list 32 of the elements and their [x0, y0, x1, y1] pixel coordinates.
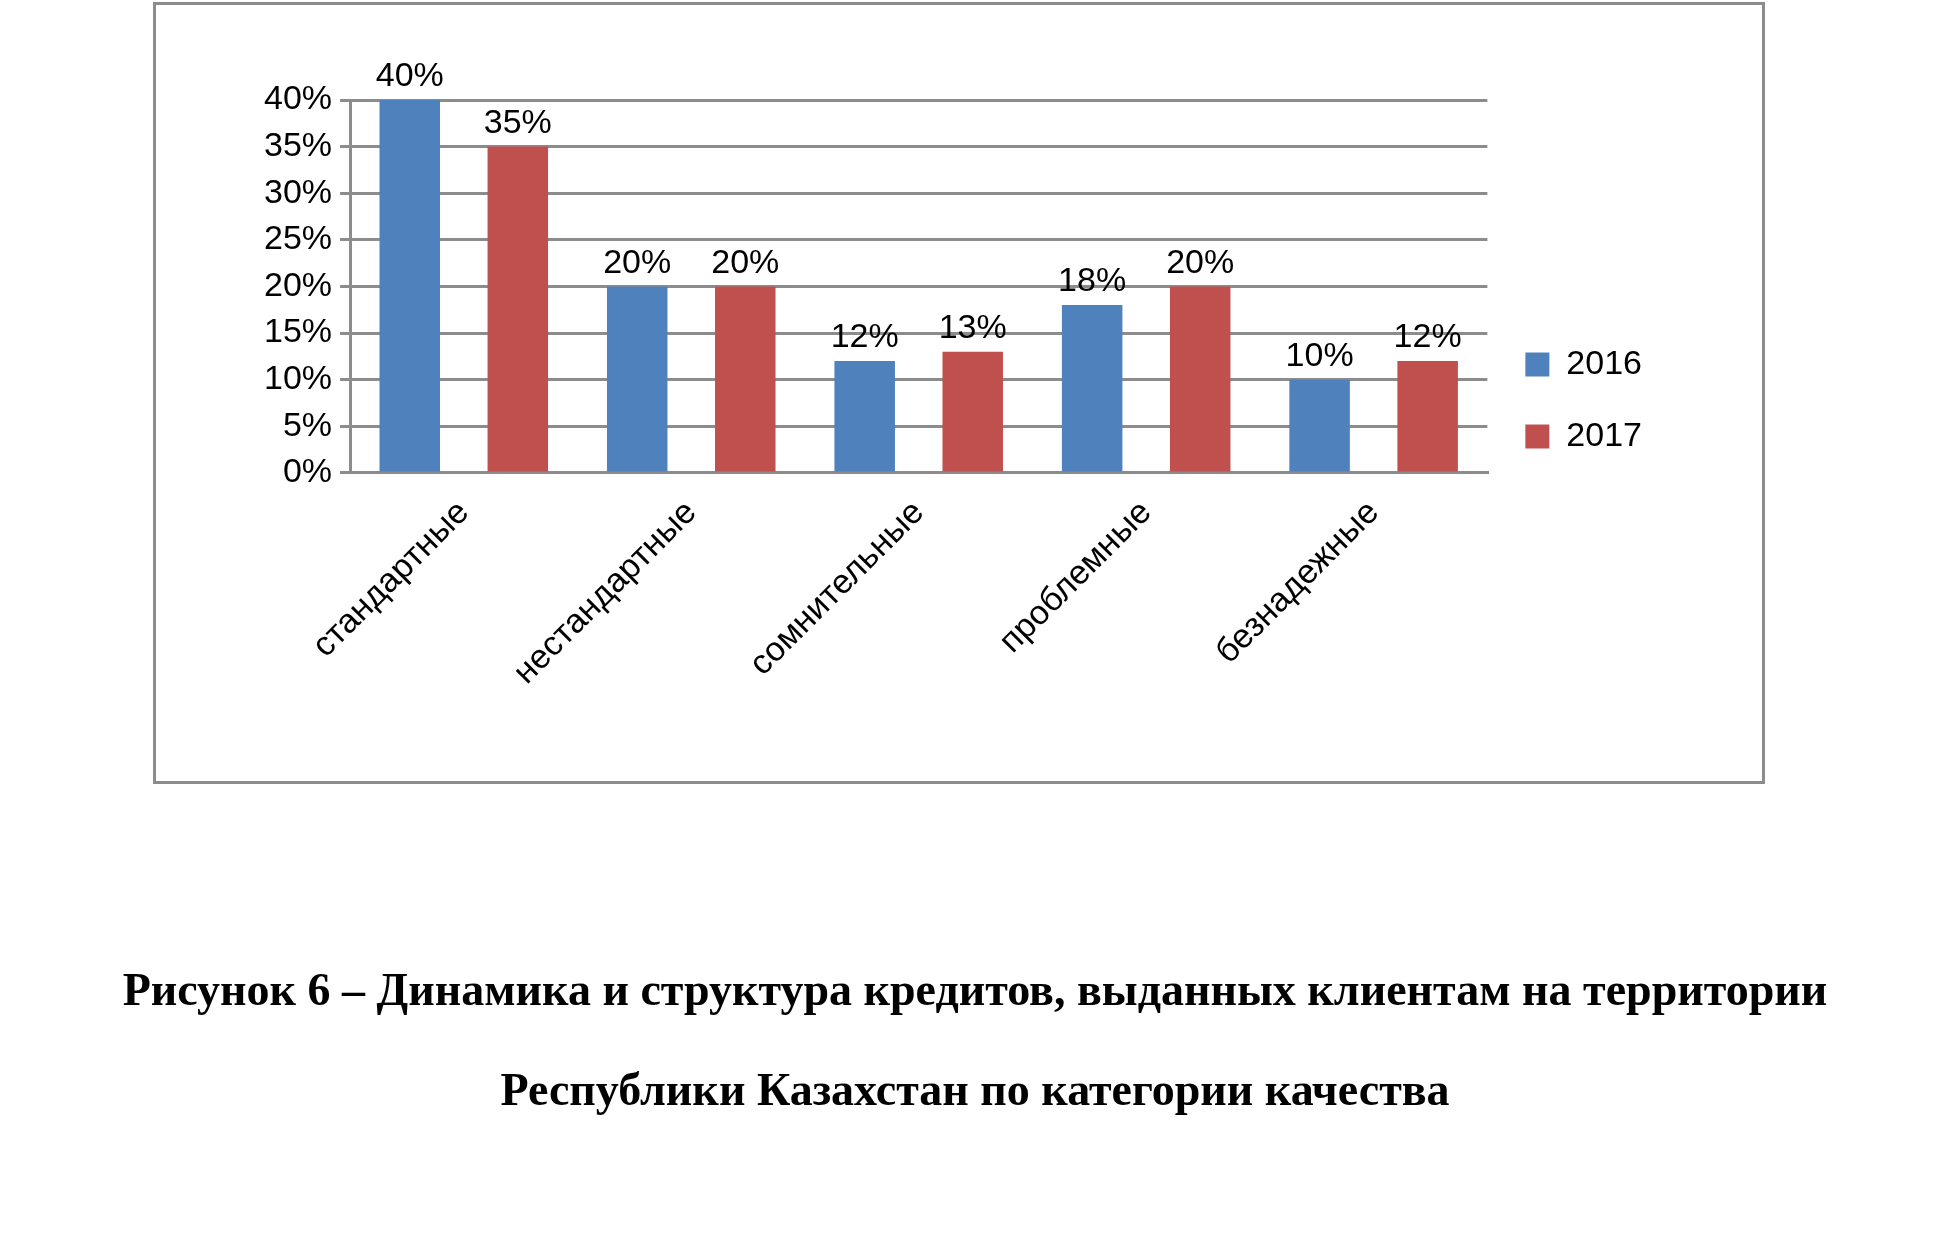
data-label: 20%	[711, 241, 780, 280]
data-label: 20%	[1166, 241, 1235, 280]
y-tick-label: 25%	[263, 218, 333, 257]
bar	[715, 286, 776, 472]
bar	[379, 100, 441, 472]
data-label: 20%	[603, 241, 672, 280]
data-label: 10%	[1285, 335, 1354, 374]
bar	[1061, 305, 1123, 472]
y-tick-label: 30%	[263, 171, 333, 210]
legend-label: 2016	[1566, 342, 1642, 381]
data-label: 35%	[483, 101, 552, 140]
data-label: 12%	[830, 316, 899, 355]
data-label: 12%	[1393, 316, 1462, 355]
bar	[606, 286, 668, 472]
y-tick-label: 15%	[263, 311, 333, 350]
data-label: 13%	[938, 307, 1007, 346]
bar	[1397, 361, 1458, 472]
y-tick-label: 35%	[263, 124, 333, 163]
bar	[1169, 286, 1231, 472]
y-tick-label: 20%	[263, 264, 333, 303]
text: Рисунок 6 – Динамика и структура кредитов, выданных клиентам на территории Республики Казахстан по категории качества	[121, 963, 1829, 1117]
legend-label: 2017	[1566, 414, 1642, 453]
y-tick-label: 10%	[263, 358, 333, 397]
y-tick-label: 0%	[282, 451, 333, 490]
y-tick-label: 40%	[263, 78, 333, 117]
data-label: 18%	[1058, 260, 1127, 299]
bar	[1289, 379, 1350, 472]
y-tick-label: 5%	[282, 404, 333, 443]
bar	[942, 351, 1003, 472]
bar	[487, 146, 549, 472]
data-label: 40%	[375, 55, 444, 94]
bar	[834, 361, 895, 472]
